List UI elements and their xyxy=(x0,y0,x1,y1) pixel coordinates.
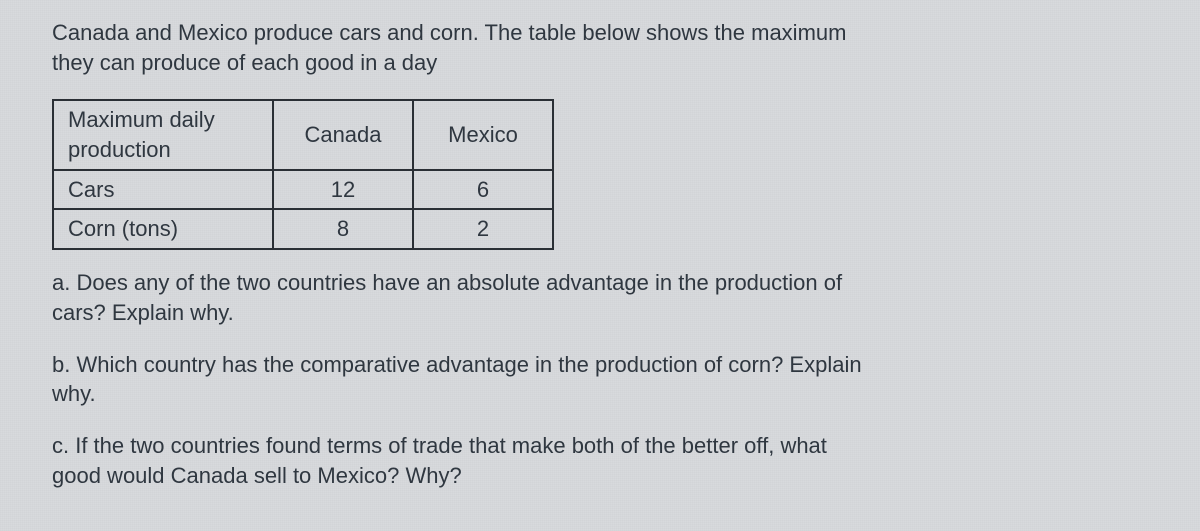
row-label-cars: Cars xyxy=(53,170,273,210)
table-row: Cars 12 6 xyxy=(53,170,553,210)
intro-line2: they can produce of each good in a day xyxy=(52,48,1140,78)
question-page: Canada and Mexico produce cars and corn.… xyxy=(0,0,1200,490)
intro-text: Canada and Mexico produce cars and corn.… xyxy=(52,18,1140,77)
cell-corn-mexico: 2 xyxy=(413,209,553,249)
intro-line1: Canada and Mexico produce cars and corn.… xyxy=(52,18,1140,48)
table-corner-cell: Maximum daily production xyxy=(53,100,273,169)
corner-line1: Maximum daily xyxy=(68,105,258,135)
qa-line1: a. Does any of the two countries have an… xyxy=(52,268,1140,298)
production-table: Maximum daily production Canada Mexico C… xyxy=(52,99,554,250)
qc-line2: good would Canada sell to Mexico? Why? xyxy=(52,461,1140,491)
question-b: b. Which country has the comparative adv… xyxy=(52,350,1140,409)
question-a: a. Does any of the two countries have an… xyxy=(52,268,1140,327)
qb-line1: b. Which country has the comparative adv… xyxy=(52,350,1140,380)
table-header-row: Maximum daily production Canada Mexico xyxy=(53,100,553,169)
qb-line2: why. xyxy=(52,379,1140,409)
cell-cars-canada: 12 xyxy=(273,170,413,210)
qa-line2: cars? Explain why. xyxy=(52,298,1140,328)
col-header-canada: Canada xyxy=(273,100,413,169)
cell-cars-mexico: 6 xyxy=(413,170,553,210)
table-row: Corn (tons) 8 2 xyxy=(53,209,553,249)
qc-line1: c. If the two countries found terms of t… xyxy=(52,431,1140,461)
question-c: c. If the two countries found terms of t… xyxy=(52,431,1140,490)
row-label-corn: Corn (tons) xyxy=(53,209,273,249)
corner-line2: production xyxy=(68,135,258,165)
cell-corn-canada: 8 xyxy=(273,209,413,249)
col-header-mexico: Mexico xyxy=(413,100,553,169)
